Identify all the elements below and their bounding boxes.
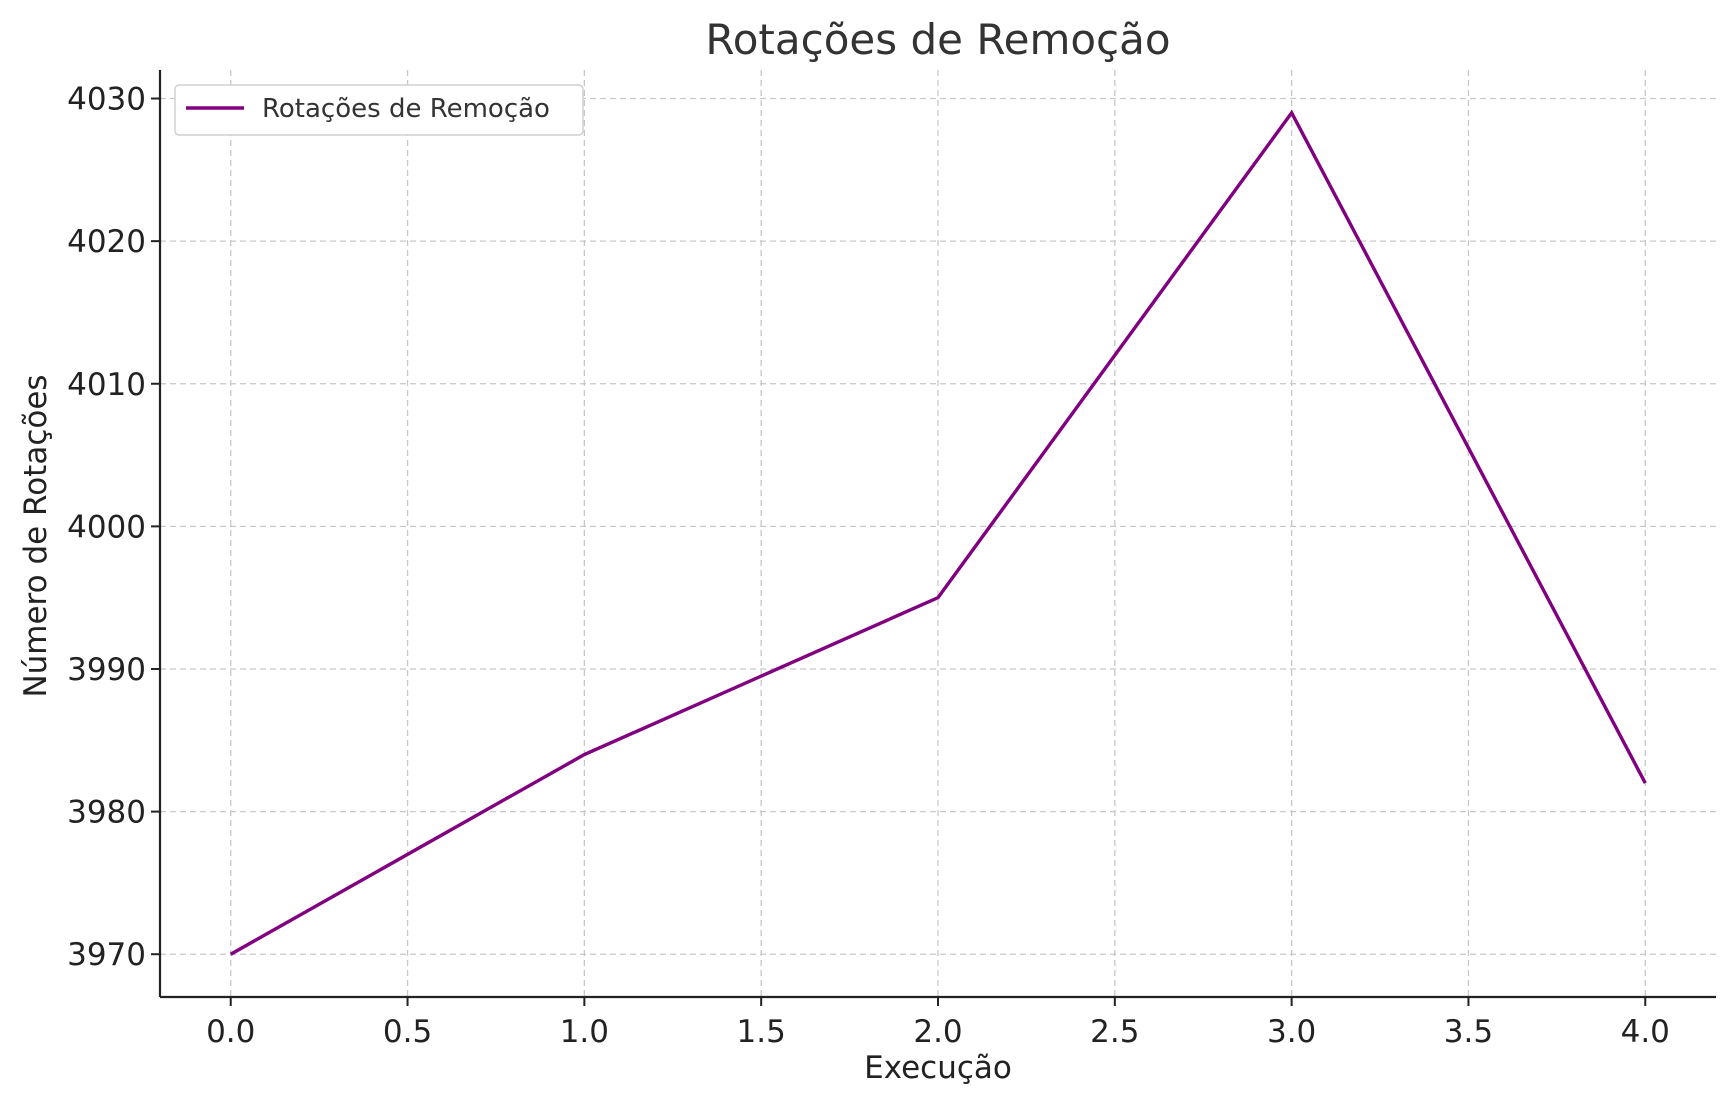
x-axis-label: Execução xyxy=(864,1050,1012,1086)
legend: Rotações de Remoção xyxy=(174,84,584,136)
x-tick-label: 1.0 xyxy=(560,1014,609,1050)
y-tick-label: 3970 xyxy=(67,937,146,973)
y-tick-label: 3980 xyxy=(67,795,146,831)
y-axis-ticks: 3970 3980 3990 4000 4010 4020 4030 xyxy=(67,82,160,973)
x-tick-label: 3.5 xyxy=(1444,1014,1493,1050)
legend-box xyxy=(174,84,584,136)
x-tick-label: 3.0 xyxy=(1267,1014,1316,1050)
y-tick-label: 4030 xyxy=(67,82,146,118)
legend-label: Rotações de Remoção xyxy=(262,94,550,124)
y-tick-label: 3990 xyxy=(67,652,146,688)
series-layer xyxy=(229,109,1647,956)
y-tick-label: 4010 xyxy=(67,367,146,403)
x-tick-label: 0.0 xyxy=(206,1014,255,1050)
y-tick-label: 4020 xyxy=(67,224,146,260)
y-axis-label: Número de Rotações xyxy=(18,374,54,697)
x-tick-label: 2.5 xyxy=(1090,1014,1139,1050)
x-axis-ticks: 0.0 0.5 1.0 1.5 2.0 2.5 3.0 3.5 4.0 xyxy=(206,997,1670,1050)
x-tick-label: 2.0 xyxy=(913,1014,962,1050)
grid xyxy=(160,70,1716,997)
chart-title: Rotações de Remoção xyxy=(705,15,1170,64)
x-tick-label: 4.0 xyxy=(1621,1014,1670,1050)
x-tick-label: 1.5 xyxy=(737,1014,786,1050)
x-tick-label: 0.5 xyxy=(383,1014,432,1050)
y-tick-label: 4000 xyxy=(67,509,146,545)
